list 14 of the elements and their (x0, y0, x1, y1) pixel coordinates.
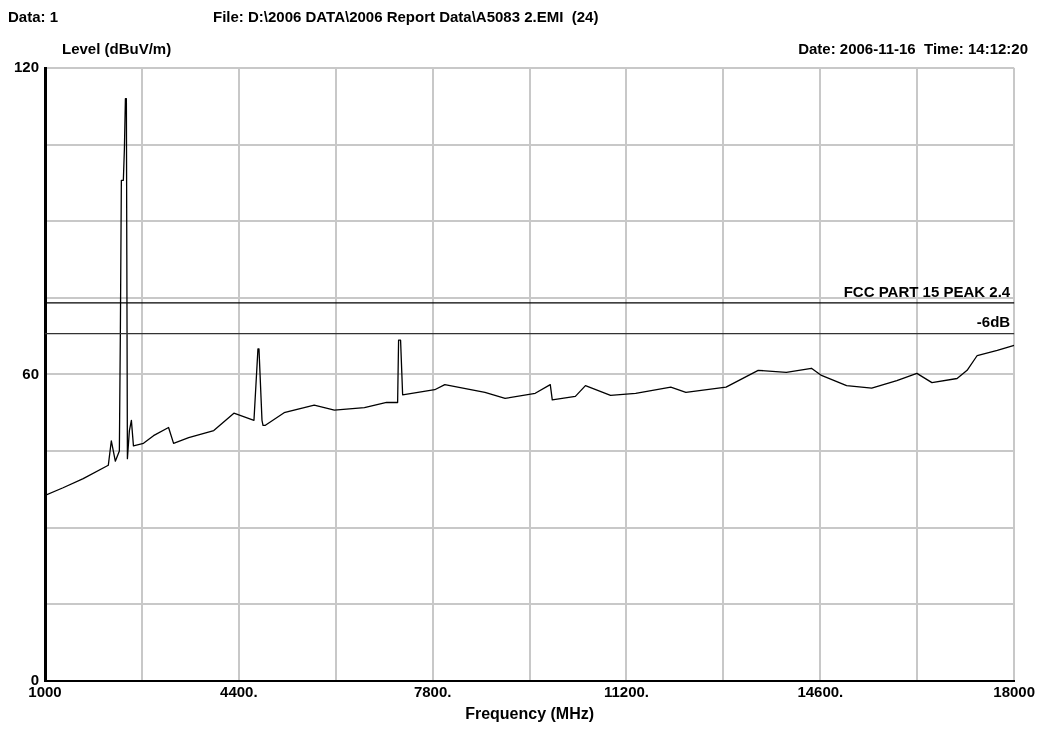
x-tick-label: 14600. (797, 682, 844, 700)
x-axis-title: Frequency (MHz) (465, 704, 595, 722)
y-axis-title: Level (dBuV/m) (62, 40, 172, 57)
ref-line-label: -6dB (976, 313, 1011, 331)
ref-line-label: FCC PART 15 PEAK 2.4 (843, 282, 1011, 300)
chart-title: File: D:\2006 DATA\2006 Report Data\A5083 2.EMI (24) (213, 8, 599, 25)
x-tick-label: 11200. (603, 682, 650, 700)
text: Data: 1 (8, 8, 59, 25)
y-tick-label: 60 (22, 364, 40, 382)
x-tick-label: 7800. (413, 682, 452, 700)
x-tick-label: 4400. (220, 682, 258, 700)
chart-subtitle: Date: 2006-11-16 Time: 14:12:20 (798, 40, 1028, 57)
y-tick-label: 120 (14, 58, 40, 76)
x-tick-label: 18000 (993, 682, 1035, 700)
